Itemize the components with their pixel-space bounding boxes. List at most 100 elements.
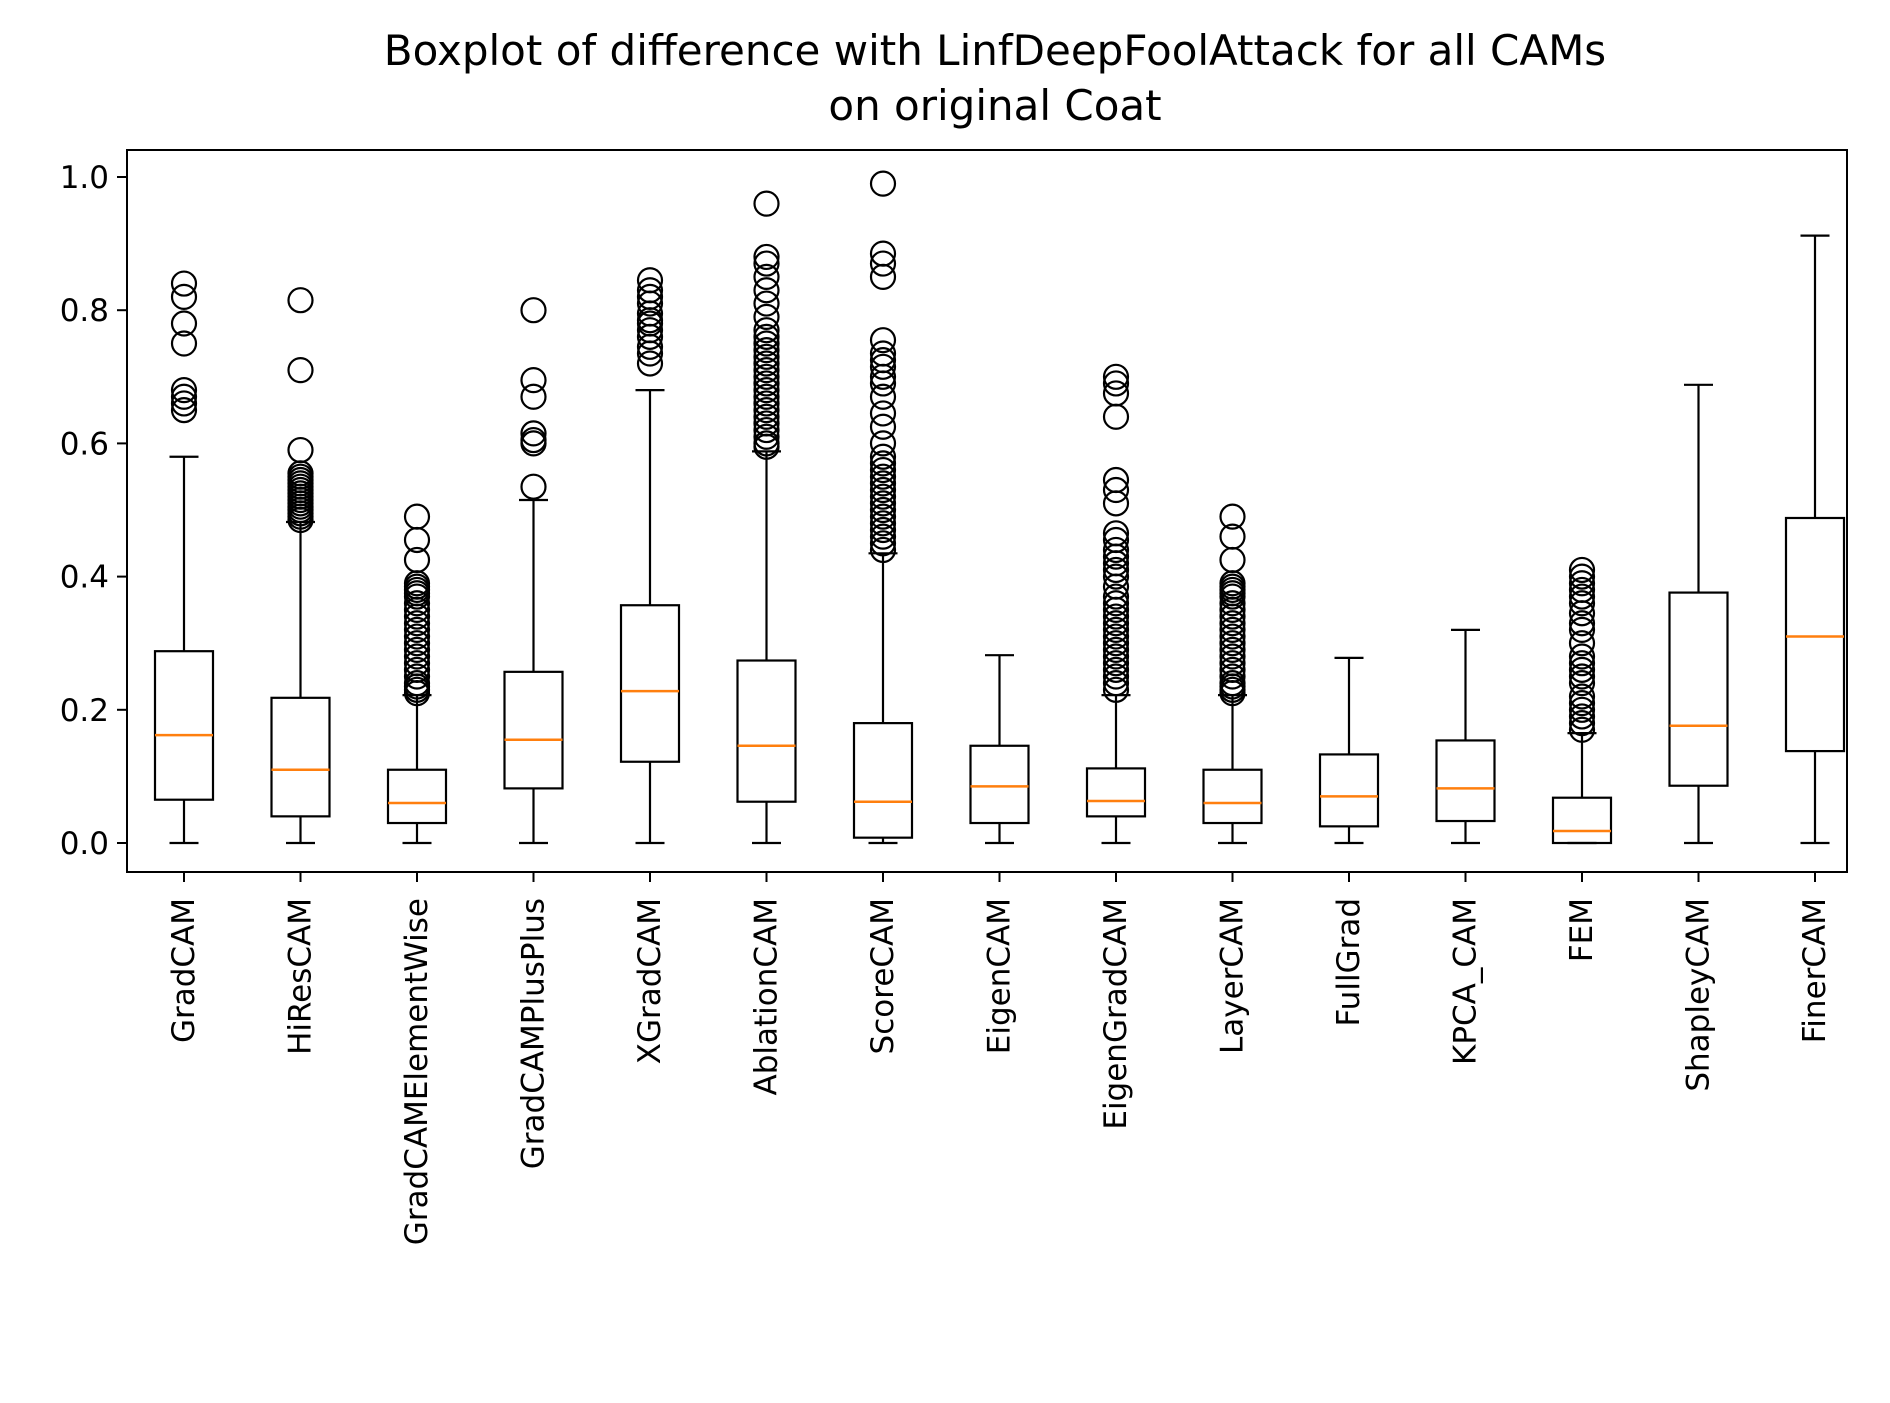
x-tick-label: KPCA_CAM bbox=[1448, 898, 1484, 1065]
outlier-point bbox=[1219, 503, 1246, 530]
outlier-point bbox=[1568, 616, 1596, 643]
outlier-point bbox=[753, 337, 780, 364]
box bbox=[619, 604, 681, 763]
outlier-point bbox=[1219, 636, 1246, 663]
outlier-point bbox=[869, 523, 897, 550]
x-tick-label: EigenCAM bbox=[982, 898, 1018, 1054]
outlier-point bbox=[403, 503, 431, 530]
outlier-point bbox=[520, 367, 547, 394]
outlier-point bbox=[636, 333, 664, 360]
outlier-point bbox=[869, 510, 897, 537]
outlier-point bbox=[170, 377, 198, 404]
outlier-point bbox=[1102, 476, 1130, 504]
outlier-point bbox=[636, 290, 664, 317]
outlier-point bbox=[170, 383, 198, 410]
x-tick-label: XGradCAM bbox=[632, 898, 668, 1064]
outlier-point bbox=[1568, 670, 1596, 697]
outlier-point bbox=[170, 310, 198, 337]
outlier-point bbox=[869, 443, 897, 470]
outlier-point bbox=[1102, 590, 1130, 617]
outlier-point bbox=[753, 317, 780, 344]
outlier-point bbox=[1568, 703, 1596, 730]
outlier-point bbox=[1568, 610, 1596, 637]
outlier-point bbox=[1102, 563, 1130, 590]
outlier-point bbox=[1102, 370, 1130, 397]
outlier-point bbox=[1568, 643, 1596, 670]
y-tick-label: 0.8 bbox=[60, 293, 109, 329]
outlier-point bbox=[403, 603, 431, 630]
outlier-point bbox=[753, 290, 780, 317]
outlier-point bbox=[869, 536, 897, 564]
outlier-point bbox=[753, 370, 780, 397]
x-tick-label: FinerCAM bbox=[1797, 898, 1833, 1043]
outlier-point bbox=[1219, 583, 1246, 610]
outlier-point bbox=[170, 283, 198, 310]
outlier-point bbox=[170, 330, 198, 357]
outlier-point bbox=[170, 397, 198, 424]
box bbox=[1668, 591, 1729, 787]
outlier-point bbox=[170, 390, 198, 417]
outlier-point bbox=[1102, 650, 1130, 677]
outlier-point bbox=[1219, 623, 1246, 650]
outlier-point bbox=[1102, 543, 1130, 570]
outlier-point bbox=[403, 636, 431, 663]
outlier-point bbox=[1219, 596, 1246, 624]
outlier-point bbox=[753, 390, 780, 417]
outlier-point bbox=[1102, 556, 1130, 584]
outlier-point bbox=[1102, 663, 1130, 690]
outlier-point bbox=[869, 483, 897, 510]
outlier-point bbox=[520, 430, 547, 457]
outlier-point bbox=[869, 456, 897, 484]
box bbox=[1085, 767, 1147, 818]
outlier-point bbox=[869, 463, 897, 490]
outlier-point bbox=[869, 383, 897, 410]
outlier-point bbox=[1219, 546, 1246, 574]
outlier-point bbox=[1219, 663, 1246, 690]
outlier-point bbox=[520, 420, 547, 447]
outlier-point bbox=[869, 450, 897, 477]
outlier-point bbox=[403, 643, 431, 670]
outlier-point bbox=[287, 357, 314, 384]
outlier-point bbox=[403, 616, 431, 643]
outlier-point bbox=[403, 623, 431, 650]
outlier-point bbox=[403, 680, 431, 707]
outlier-point bbox=[1568, 600, 1596, 627]
outlier-point bbox=[869, 413, 897, 440]
x-tick-label: EigenGradCAM bbox=[1098, 898, 1134, 1130]
outlier-point bbox=[1102, 630, 1130, 657]
outlier-point bbox=[753, 343, 780, 370]
chart-subtitle: on original Coat bbox=[828, 81, 1161, 130]
y-tick-label: 1.0 bbox=[60, 160, 109, 196]
outlier-point bbox=[753, 250, 780, 277]
outlier-point bbox=[753, 323, 780, 350]
outlier-point bbox=[170, 270, 198, 297]
x-tick-label: GradCAMPlusPlus bbox=[516, 898, 552, 1169]
x-tick-label: ScoreCAM bbox=[865, 898, 901, 1054]
x-tick-label: GradCAM bbox=[166, 898, 202, 1043]
box bbox=[503, 670, 564, 790]
outlier-point bbox=[1568, 656, 1596, 683]
outlier-point bbox=[753, 363, 780, 390]
outlier-point bbox=[869, 327, 897, 354]
outlier-point bbox=[753, 433, 780, 460]
outlier-point bbox=[1102, 610, 1130, 637]
x-tick-label: AblationCAM bbox=[749, 898, 785, 1095]
outlier-point bbox=[869, 530, 897, 557]
outlier-point bbox=[1219, 630, 1246, 657]
outlier-point bbox=[403, 526, 431, 554]
outlier-point bbox=[403, 610, 431, 637]
outlier-point bbox=[287, 506, 314, 534]
chart-title: Boxplot of difference with LinfDeepFoolA… bbox=[384, 26, 1606, 75]
outlier-point bbox=[1102, 403, 1130, 430]
y-tick-label: 0.2 bbox=[60, 693, 109, 729]
outlier-point bbox=[1219, 643, 1246, 670]
outlier-point bbox=[753, 397, 780, 424]
outlier-point bbox=[869, 250, 897, 277]
outlier-point bbox=[1568, 556, 1596, 584]
outlier-point bbox=[1102, 536, 1130, 564]
outlier-point bbox=[1219, 610, 1246, 637]
outlier-point bbox=[1102, 616, 1130, 643]
outlier-point bbox=[869, 496, 897, 524]
